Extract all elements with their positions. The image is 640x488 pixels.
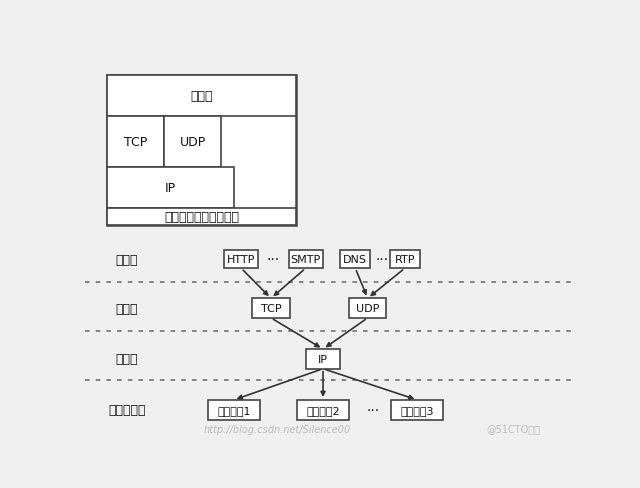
Bar [391,400,444,420]
Text: 网络接口3: 网络接口3 [401,405,434,415]
Bar [208,400,260,420]
Bar [108,76,296,117]
Bar [108,167,234,209]
Text: UDP: UDP [356,304,380,313]
Bar [108,76,296,226]
Bar [349,299,387,318]
Text: 网络接口层（子网层）: 网络接口层（子网层） [164,211,239,224]
Text: 网络接口1: 网络接口1 [217,405,250,415]
Bar [340,250,370,268]
Text: 运输层: 运输层 [116,302,138,315]
Text: TCP: TCP [124,136,147,149]
Text: IP: IP [165,182,176,195]
Bar [252,299,289,318]
Bar [164,117,221,167]
Bar [289,250,323,268]
Text: ···: ··· [376,253,389,266]
Bar [108,117,164,167]
Text: 应用层: 应用层 [116,253,138,266]
Text: ···: ··· [267,253,280,266]
Text: UDP: UDP [180,136,206,149]
Text: http://blog.csdn.net/Silence00: http://blog.csdn.net/Silence00 [204,424,351,434]
Text: 网络接口层: 网络接口层 [108,404,146,416]
Bar [108,209,296,226]
Text: IP: IP [318,354,328,364]
Bar [390,250,420,268]
Text: TCP: TCP [260,304,281,313]
Text: DNS: DNS [343,255,367,264]
Text: 应用层: 应用层 [190,90,212,102]
Text: RTP: RTP [395,255,415,264]
Text: @51CTO博客: @51CTO博客 [486,424,541,434]
Bar [225,250,258,268]
Text: 网际层: 网际层 [116,353,138,366]
Text: HTTP: HTTP [227,255,255,264]
Bar [306,349,340,369]
Text: 网络接口2: 网络接口2 [306,405,340,415]
Text: SMTP: SMTP [291,255,321,264]
Bar [297,400,349,420]
Text: ···: ··· [366,403,380,417]
